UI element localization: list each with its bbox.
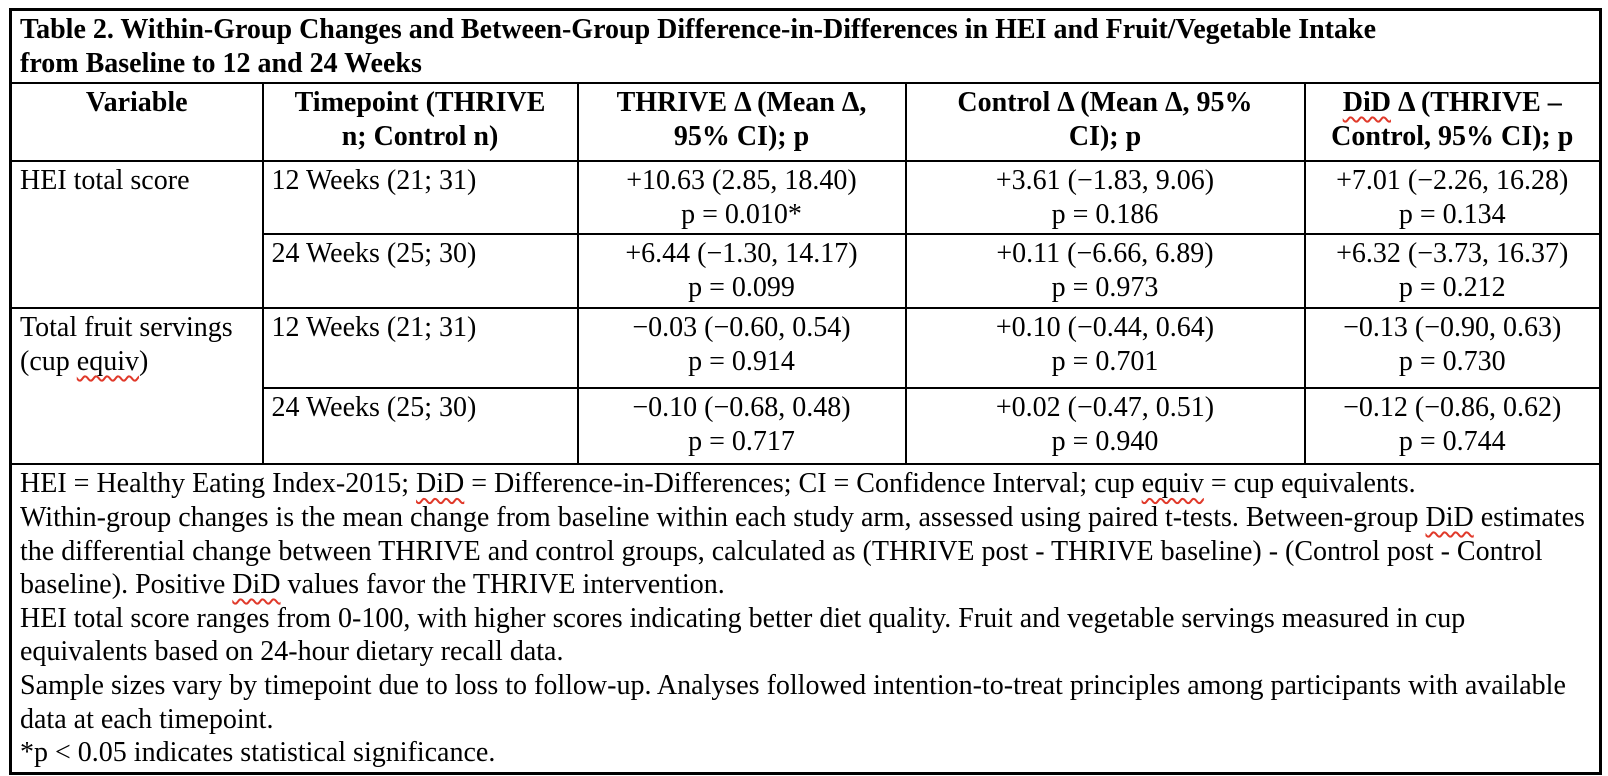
- p-value-text: p = 0.973: [1051, 271, 1159, 303]
- footnote-scales: HEI total score ranges from 0-100, with …: [20, 602, 1466, 668]
- column-header-control-delta: Control Δ (Mean Δ, 95% CI); p: [904, 82, 1306, 163]
- text-segment: = cup equivalents.: [1203, 468, 1416, 500]
- misspelled-word: DiD: [1342, 87, 1391, 119]
- timepoint-cell: 24 Weeks (25; 30): [261, 387, 579, 466]
- text-segment: estimates the differential change betwee…: [20, 501, 1585, 601]
- cell-did-delta: +7.01 (−2.26, 16.28) p = 0.134: [1303, 160, 1602, 236]
- estimate-text: +3.61 (−1.83, 9.06): [995, 165, 1215, 197]
- header-line: DiD Δ (THRIVE –: [1314, 86, 1592, 120]
- text-segment: Δ (THRIVE –: [1390, 87, 1562, 119]
- header-line: CI); p: [1068, 120, 1142, 152]
- p-value-text: p = 0.914: [688, 345, 795, 377]
- footnote-row: HEI = Healthy Eating Index-2015; DiD = D…: [9, 463, 1602, 775]
- cell-did-delta: +6.32 (−3.73, 16.37) p = 0.212: [1303, 233, 1602, 310]
- header-line: n; Control n): [341, 120, 499, 152]
- variable-line: (cup equiv): [20, 345, 254, 379]
- p-value-text: p = 0.010*: [681, 198, 802, 230]
- table-title: Table 2. Within-Group Changes and Betwee…: [9, 8, 1602, 85]
- header-line: Timepoint (THRIVE: [294, 87, 546, 119]
- text-segment: (cup: [20, 345, 77, 377]
- column-header-timepoint: Timepoint (THRIVE n; Control n): [261, 82, 579, 163]
- table-row-hei-12-weeks: HEI total score 12 Weeks (21; 31) +10.63…: [9, 160, 1602, 310]
- column-header-did-delta: DiD Δ (THRIVE – Control, 95% CI); p: [1303, 82, 1602, 163]
- header-line: Control Δ (Mean Δ, 95%: [957, 87, 1253, 119]
- text-segment: HEI = Healthy Eating Index-2015;: [20, 468, 417, 500]
- table-row-fruit-12-weeks: Total fruit servings (cup equiv) 12 Week…: [9, 307, 1602, 466]
- p-value-text: p = 0.212: [1398, 271, 1506, 303]
- p-value-text: p = 0.744: [1398, 425, 1506, 457]
- p-value-text: p = 0.186: [1051, 198, 1159, 230]
- timepoint-cell: 12 Weeks (21; 31): [261, 307, 579, 390]
- cell-thrive-delta: +10.63 (2.85, 18.40) p = 0.010*: [576, 160, 907, 236]
- cell-thrive-delta: −0.03 (−0.60, 0.54) p = 0.914: [576, 307, 907, 390]
- cell-control-delta: +0.11 (−6.66, 6.89) p = 0.973: [904, 233, 1306, 310]
- estimate-text: +10.63 (2.85, 18.40): [626, 165, 857, 197]
- column-header-thrive-delta: THRIVE Δ (Mean Δ, 95% CI); p: [576, 82, 907, 163]
- estimate-text: +0.11 (−6.66, 6.89): [996, 238, 1214, 270]
- timepoint-cell: 24 Weeks (25; 30): [261, 233, 579, 310]
- results-table: Table 2. Within-Group Changes and Betwee…: [9, 8, 1602, 775]
- column-header-variable: Variable: [9, 82, 264, 163]
- footnote-sample-sizes: Sample sizes vary by timepoint due to lo…: [20, 669, 1566, 735]
- p-value-text: p = 0.717: [688, 425, 795, 457]
- header-line: THRIVE Δ (Mean Δ,: [616, 87, 867, 119]
- row-header-total-fruit-servings: Total fruit servings (cup equiv): [9, 307, 264, 466]
- estimate-text: −0.13 (−0.90, 0.63): [1343, 312, 1562, 344]
- header-row: Variable Timepoint (THRIVE n; Control n)…: [9, 82, 1602, 163]
- p-value-text: p = 0.099: [688, 271, 795, 303]
- text-segment: = Difference-in-Differences; CI = Confid…: [464, 468, 1142, 500]
- table-row-fruit-24-weeks: 24 Weeks (25; 30) −0.10 (−0.68, 0.48) p …: [11, 387, 1602, 466]
- footnote-abbreviations: HEI = Healthy Eating Index-2015; DiD = D…: [20, 467, 1591, 501]
- footnote-significance: *p < 0.05 indicates statistical signific…: [20, 737, 496, 769]
- p-value-text: p = 0.940: [1051, 425, 1159, 457]
- cell-thrive-delta: −0.10 (−0.68, 0.48) p = 0.717: [576, 387, 907, 466]
- header-line: Control, 95% CI); p: [1331, 120, 1574, 152]
- text-segment: ): [138, 345, 149, 377]
- misspelled-word: equiv: [1141, 468, 1204, 500]
- estimate-text: +6.32 (−3.73, 16.37): [1336, 238, 1569, 270]
- table-title-line1: Table 2. Within-Group Changes and Betwee…: [20, 14, 1376, 45]
- misspelled-word: equiv: [76, 345, 139, 377]
- estimate-text: −0.10 (−0.68, 0.48): [632, 392, 851, 424]
- estimate-text: +0.02 (−0.47, 0.51): [995, 392, 1215, 424]
- estimate-text: −0.03 (−0.60, 0.54): [632, 312, 851, 344]
- variable-line: Total fruit servings: [20, 312, 233, 344]
- misspelled-word: DiD: [232, 569, 281, 601]
- text-segment: values favor the THRIVE intervention.: [280, 569, 725, 601]
- footnote-methods: Within-group changes is the mean change …: [20, 501, 1591, 602]
- row-header-hei-total-score: HEI total score: [9, 160, 264, 310]
- p-value-text: p = 0.701: [1051, 345, 1159, 377]
- table-title-line2: from Baseline to 12 and 24 Weeks: [20, 47, 422, 79]
- estimate-text: +0.10 (−0.44, 0.64): [995, 312, 1215, 344]
- p-value-text: p = 0.134: [1398, 198, 1506, 230]
- estimate-text: +6.44 (−1.30, 14.17): [625, 238, 858, 270]
- cell-did-delta: −0.13 (−0.90, 0.63) p = 0.730: [1303, 307, 1602, 390]
- cell-control-delta: +0.10 (−0.44, 0.64) p = 0.701: [904, 307, 1306, 390]
- cell-control-delta: +3.61 (−1.83, 9.06) p = 0.186: [904, 160, 1306, 236]
- cell-control-delta: +0.02 (−0.47, 0.51) p = 0.940: [904, 387, 1306, 466]
- misspelled-word: DiD: [1425, 501, 1474, 533]
- cell-did-delta: −0.12 (−0.86, 0.62) p = 0.744: [1303, 387, 1602, 466]
- timepoint-cell: 12 Weeks (21; 31): [261, 160, 579, 236]
- table-row-hei-24-weeks: 24 Weeks (25; 30) +6.44 (−1.30, 14.17) p…: [11, 233, 1602, 310]
- footnotes-block: HEI = Healthy Eating Index-2015; DiD = D…: [9, 463, 1602, 775]
- estimate-text: −0.12 (−0.86, 0.62): [1343, 392, 1562, 424]
- cell-thrive-delta: +6.44 (−1.30, 14.17) p = 0.099: [576, 233, 907, 310]
- header-line: 95% CI); p: [673, 120, 810, 152]
- text-segment: Within-group changes is the mean change …: [20, 501, 1426, 533]
- title-row: Table 2. Within-Group Changes and Betwee…: [9, 8, 1602, 85]
- misspelled-word: DiD: [416, 468, 465, 500]
- estimate-text: +7.01 (−2.26, 16.28): [1336, 165, 1569, 197]
- p-value-text: p = 0.730: [1398, 345, 1506, 377]
